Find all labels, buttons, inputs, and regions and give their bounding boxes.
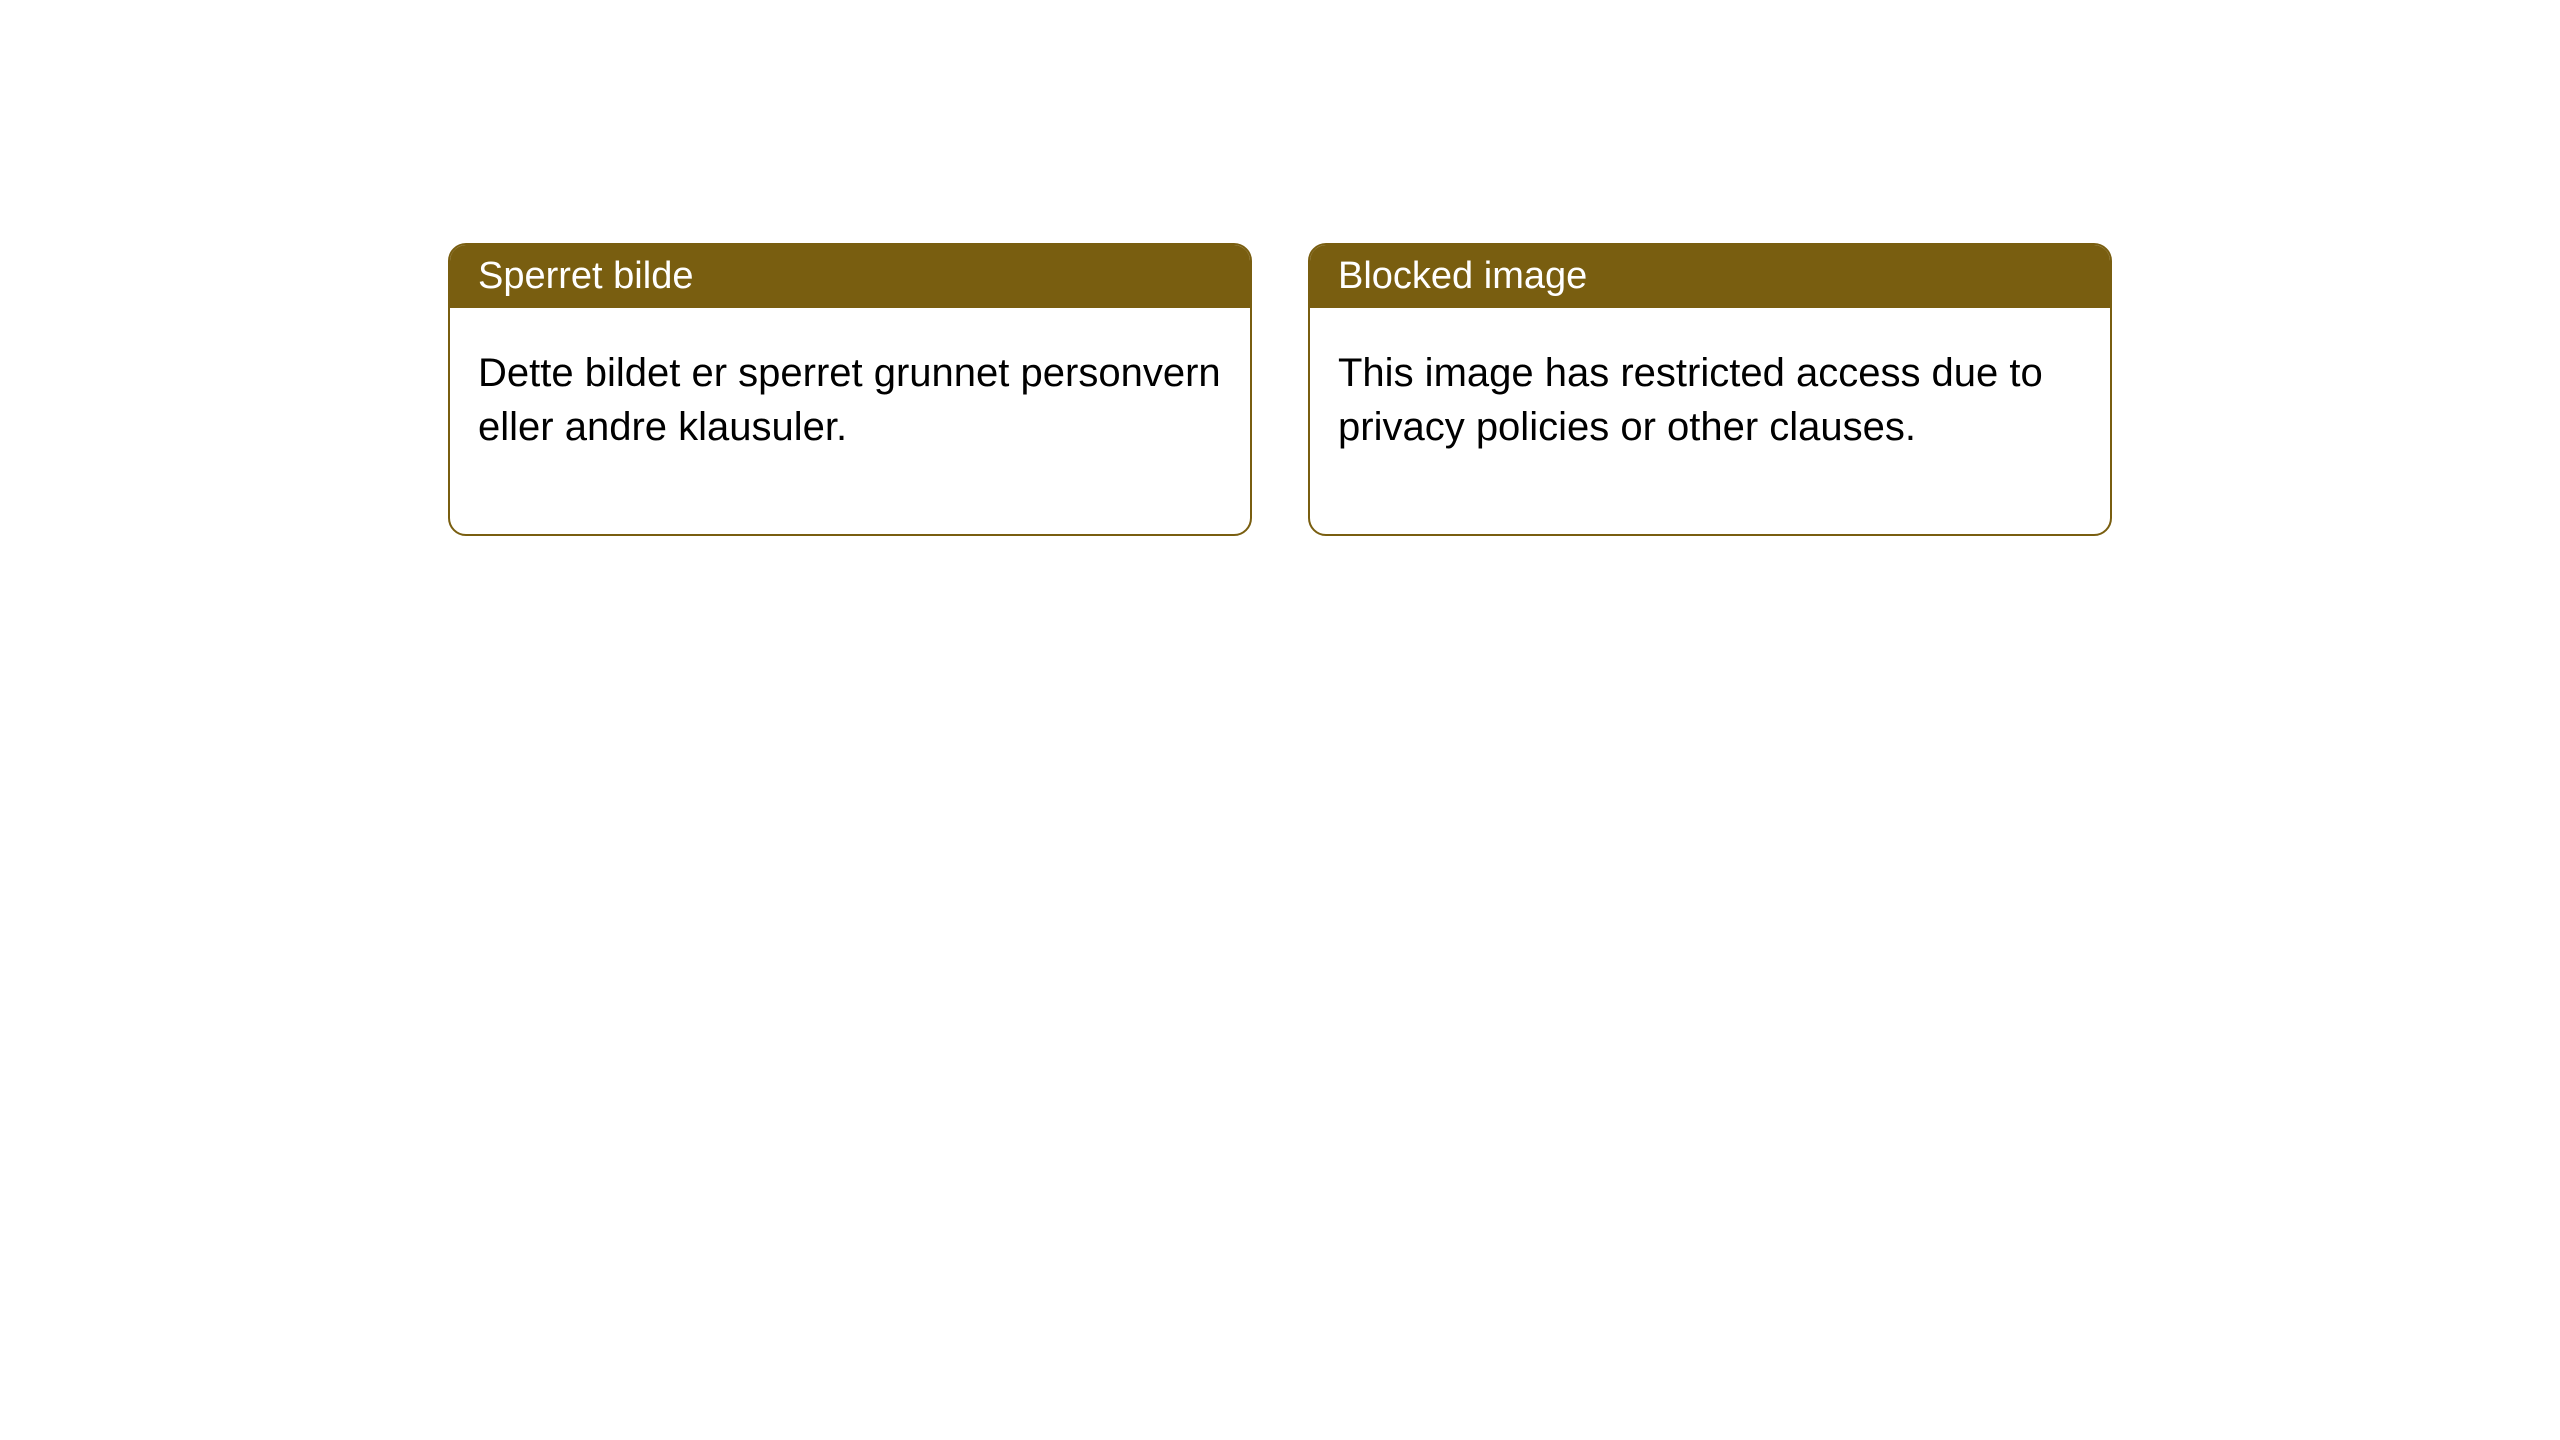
notice-title: Sperret bilde — [478, 255, 693, 297]
notice-container: Sperret bilde Dette bildet er sperret gr… — [448, 243, 2112, 536]
notice-card-english: Blocked image This image has restricted … — [1308, 243, 2112, 536]
notice-body-text: This image has restricted access due to … — [1338, 351, 2043, 449]
notice-card-body: This image has restricted access due to … — [1310, 308, 2110, 534]
notice-card-norwegian: Sperret bilde Dette bildet er sperret gr… — [448, 243, 1252, 536]
notice-card-body: Dette bildet er sperret grunnet personve… — [450, 308, 1250, 534]
notice-card-header: Sperret bilde — [450, 245, 1250, 308]
notice-title: Blocked image — [1338, 255, 1587, 297]
notice-card-header: Blocked image — [1310, 245, 2110, 308]
notice-body-text: Dette bildet er sperret grunnet personve… — [478, 351, 1221, 449]
